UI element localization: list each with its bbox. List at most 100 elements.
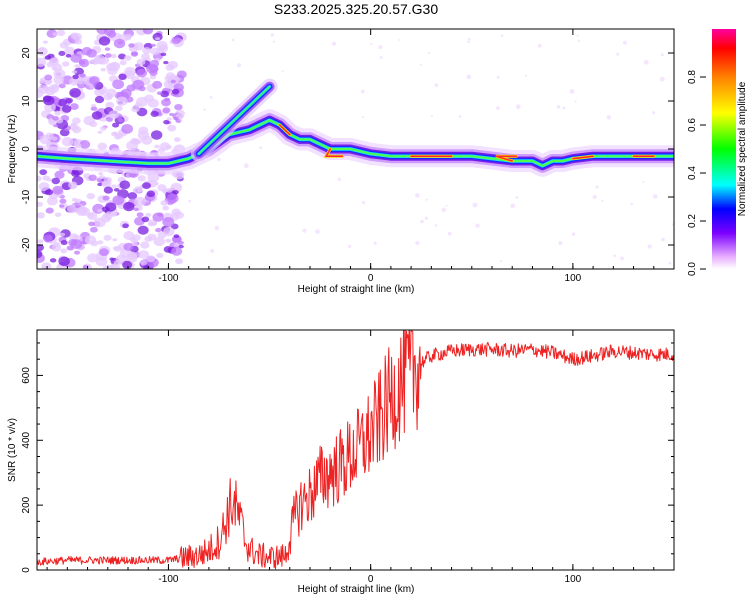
spectrogram-noise-blob (136, 58, 146, 66)
spectrogram-noise-blob (116, 96, 128, 107)
spectrogram-noise-dot (360, 89, 365, 94)
spectrogram-noise-blob (79, 140, 91, 149)
spectrogram-noise-blob (105, 101, 115, 109)
spectrogram-noise-blob (117, 41, 123, 45)
spectrogram-noise-dot (515, 196, 519, 199)
spectrogram-noise-blob (103, 186, 113, 194)
spectrogram-noise-blob (91, 111, 103, 120)
spectrogram-noise-blob (163, 119, 170, 125)
spectrogram-noise-blob (124, 36, 132, 41)
spectrogram-noise-blob (141, 53, 150, 60)
spectrogram-noise-blob (154, 144, 160, 149)
spectrogram-noise-dot (647, 244, 652, 249)
spectrogram-noise-blob (105, 202, 117, 212)
spectrogram-noise-blob (140, 259, 148, 266)
spectrogram-noise-blob (59, 198, 67, 204)
chart-title: S233.2025.325.20.57.G30 (274, 1, 438, 17)
spectrogram-noise-blob (37, 244, 44, 252)
spectrogram-noise-blob (104, 53, 112, 58)
spectrogram-noise-blob (84, 235, 96, 245)
spectrogram-noise-blob (96, 29, 108, 35)
spectrogram-noise-blob (86, 192, 95, 200)
spectrogram-noise-blob (171, 36, 182, 45)
spectrogram-noise-dot (415, 193, 420, 198)
spectrogram-noise-blob (115, 132, 124, 139)
spectrogram-noise-dot (472, 202, 478, 208)
spectrogram-noise-blob (115, 105, 123, 112)
spectrogram-noise-dot (660, 53, 664, 57)
spectrogram-noise-blob (102, 195, 110, 201)
spectrogram-noise-blob (58, 83, 66, 89)
spectrogram-noise-blob (146, 190, 156, 198)
colorbar-gradient (712, 29, 736, 269)
spectrogram-noise-blob (89, 85, 95, 89)
spectrogram-noise-blob (37, 212, 45, 219)
spectrogram-noise-blob (54, 111, 61, 116)
spectrogram-noise-blob (156, 91, 163, 95)
spectrogram-noise-dot (510, 203, 515, 209)
spectrogram-noise-blob (165, 188, 173, 193)
spectrogram-noise-blob (97, 240, 104, 245)
spectrogram-noise-blob (44, 189, 54, 196)
spectrogram-noise-blob (159, 142, 171, 151)
spectrogram-noise-blob (88, 174, 97, 182)
spectrogram-noise-blob (45, 207, 54, 214)
snr-plot-area (37, 330, 674, 570)
spectrogram-noise-dot (337, 177, 342, 182)
spectrogram-noise-blob (122, 223, 129, 229)
snr-y-tick-label: 0 (21, 567, 32, 573)
spectrogram-noise-dot (378, 44, 383, 50)
spectrogram-noise-blob (147, 222, 153, 226)
spectrogram-noise-blob (174, 103, 183, 111)
spectrogram-noise-blob (53, 69, 66, 79)
spectrogram-noise-dot (475, 223, 480, 228)
spectrogram-noise-blob (70, 53, 82, 63)
spectrogram-noise-blob (61, 105, 72, 113)
spectrogram-y-tick-label: 20 (21, 47, 32, 59)
spectrogram-noise-blob (165, 238, 172, 243)
spectrogram-noise-dot (272, 40, 276, 43)
spectrogram-noise-blob (155, 37, 161, 41)
spectrogram-noise-blob (172, 189, 179, 195)
spectrogram-noise-blob (162, 205, 170, 211)
spectrogram-noise-blob (74, 142, 82, 149)
spectrogram-noise-blob (70, 122, 77, 127)
spectrogram-x-tick-label: -100 (158, 273, 178, 284)
spectrogram-noise-blob (37, 250, 43, 259)
spectrogram-noise-dot (525, 74, 528, 77)
spectrogram-hot-core (278, 124, 291, 136)
spectrogram-noise-dot (659, 76, 665, 82)
spectrogram-noise-blob (157, 231, 167, 239)
colorbar-ticks (700, 76, 706, 270)
spectrogram-noise-dot (370, 43, 373, 46)
spectrogram-noise-blob (171, 208, 181, 216)
spectrogram-noise-blob (105, 88, 117, 98)
spectrogram-noise-blob (104, 214, 113, 221)
spectrogram-noise-blob (42, 40, 49, 44)
spectrogram-noise-blob (120, 88, 132, 98)
spectrogram-noise-dot (458, 115, 462, 118)
spectrogram-noise-blob (123, 242, 134, 251)
spectrogram-noise-blob (89, 120, 98, 128)
spectrogram-noise-blob (52, 116, 59, 121)
spectrogram-noise-blob (140, 241, 150, 249)
spectrogram-noise-blob (134, 196, 146, 207)
spectrogram-noise-blob (111, 184, 117, 189)
spectrogram-noise-blob (59, 41, 69, 49)
spectrogram-noise-dot (569, 89, 575, 94)
spectrogram-noise-blob (94, 95, 105, 104)
spectrogram-noise-blob (99, 248, 109, 257)
spectrogram-noise-dot (373, 241, 377, 245)
spectrogram-noise-blob (103, 176, 113, 184)
spectrogram-noise-blob (41, 262, 52, 269)
spectrogram-noise-blob (113, 188, 120, 192)
spectrogram-noise-blob (110, 212, 117, 217)
colorbar-tick-label: 0.8 (687, 70, 698, 84)
spectrogram-noise-blob (123, 55, 132, 61)
spectrogram-noise-blob (72, 74, 79, 80)
spectrogram-noise-blob (37, 88, 44, 98)
spectrogram-noise-blob (137, 225, 149, 235)
spectrogram-noise-dot (302, 228, 307, 233)
spectrogram-noise-blob (123, 201, 135, 212)
spectrogram-noise-blob (122, 260, 133, 269)
